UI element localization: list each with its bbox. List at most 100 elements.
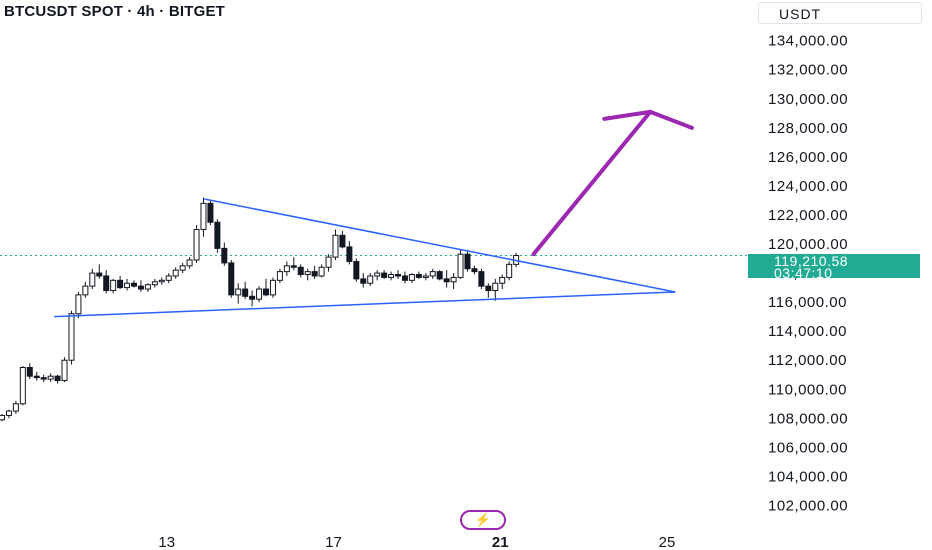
x-tick-label: 21 bbox=[492, 534, 509, 550]
candle-body-up bbox=[304, 271, 311, 276]
candle-body-up bbox=[408, 274, 415, 281]
candle bbox=[193, 225, 200, 263]
candle-body-up bbox=[200, 202, 207, 230]
candle-body-down bbox=[117, 279, 124, 289]
candle bbox=[242, 281, 249, 300]
candle bbox=[0, 413, 6, 422]
candle-body-up bbox=[158, 279, 165, 283]
y-tick-label: 124,000.00 bbox=[768, 178, 848, 195]
candle bbox=[450, 273, 457, 290]
candle-body-up bbox=[506, 263, 513, 278]
candle bbox=[207, 200, 214, 226]
x-tick-label: 13 bbox=[158, 534, 175, 550]
candle bbox=[103, 270, 110, 294]
candle-body-up bbox=[0, 414, 6, 421]
candle-body-up bbox=[193, 228, 200, 261]
candle bbox=[61, 357, 68, 383]
candle bbox=[290, 257, 297, 271]
candle bbox=[235, 283, 242, 304]
chart-title: BTCUSDT SPOT · 4h · BITGET bbox=[4, 3, 226, 20]
candle-body-up bbox=[388, 274, 395, 278]
candle bbox=[506, 261, 513, 281]
candle bbox=[33, 371, 40, 381]
candle-body-up bbox=[235, 288, 242, 296]
candle-body-up bbox=[75, 294, 82, 315]
candle-body-down bbox=[131, 282, 138, 287]
candle-body-down bbox=[137, 285, 144, 290]
candle-body-down bbox=[96, 272, 103, 277]
candle-body-down bbox=[395, 274, 402, 277]
candle-body-up bbox=[256, 288, 263, 300]
candle bbox=[117, 275, 124, 290]
triangle-upper-line bbox=[204, 198, 676, 293]
y-tick-label: 132,000.00 bbox=[768, 62, 848, 79]
last-price-label: 119,210.58 03:47:10 bbox=[748, 253, 920, 280]
candles bbox=[0, 197, 520, 422]
y-tick-label: 120,000.00 bbox=[768, 236, 848, 253]
candle bbox=[436, 270, 443, 281]
x-tick-label: 25 bbox=[659, 534, 676, 550]
candle-body-up bbox=[283, 265, 290, 273]
candle-body-up bbox=[19, 366, 26, 405]
candle bbox=[276, 268, 283, 284]
candle bbox=[408, 273, 415, 284]
candle-body-up bbox=[332, 234, 339, 258]
candle-body-down bbox=[228, 262, 235, 296]
bolt-icon[interactable]: ⚡ bbox=[460, 510, 506, 530]
candle bbox=[485, 283, 492, 298]
candle bbox=[283, 261, 290, 276]
candle bbox=[110, 278, 117, 294]
candle bbox=[332, 229, 339, 260]
candle-body-up bbox=[269, 279, 276, 296]
y-tick-label: 130,000.00 bbox=[768, 91, 848, 108]
candle-body-up bbox=[367, 275, 374, 284]
trend-drawings[interactable] bbox=[54, 109, 694, 318]
x-tick-label: 17 bbox=[325, 534, 342, 550]
candle bbox=[311, 265, 318, 279]
currency-button[interactable]: USDT bbox=[758, 2, 922, 24]
candle-body-up bbox=[124, 282, 131, 289]
candle-body-up bbox=[374, 272, 381, 277]
candle-body-down bbox=[478, 271, 485, 287]
candle-body-up bbox=[12, 403, 19, 412]
candle bbox=[471, 265, 478, 275]
candle bbox=[249, 290, 256, 307]
candle bbox=[131, 280, 138, 288]
candle-body-down bbox=[297, 266, 304, 276]
candle-body-down bbox=[207, 202, 214, 223]
candle bbox=[214, 219, 221, 253]
candle bbox=[144, 283, 151, 292]
candle-body-up bbox=[186, 259, 193, 267]
y-tick-label: 108,000.00 bbox=[768, 410, 848, 427]
candle bbox=[325, 254, 332, 272]
candle-body-down bbox=[353, 260, 360, 280]
candle-body-up bbox=[457, 253, 464, 278]
candle bbox=[263, 278, 270, 297]
candle bbox=[401, 271, 408, 284]
arrow-head-left bbox=[602, 109, 653, 121]
candle-body-up bbox=[318, 266, 325, 277]
time-axis[interactable]: 13 17 21 25 bbox=[158, 534, 675, 550]
candle bbox=[492, 278, 499, 301]
candle bbox=[179, 262, 186, 274]
candle bbox=[395, 270, 402, 279]
candle-body-down bbox=[40, 377, 47, 380]
y-tick-label: 114,000.00 bbox=[768, 323, 847, 340]
candle bbox=[478, 268, 485, 290]
candle bbox=[374, 270, 381, 281]
candle bbox=[47, 373, 54, 383]
candle bbox=[54, 374, 61, 384]
candle bbox=[186, 257, 193, 269]
last-price-value: 119,210.58 bbox=[774, 253, 849, 269]
candle bbox=[124, 278, 131, 291]
candle-body-down bbox=[381, 272, 388, 278]
candle-body-down bbox=[346, 246, 353, 262]
y-tick-label: 110,000.00 bbox=[768, 381, 847, 398]
candle-body-down bbox=[26, 366, 33, 377]
y-tick-label: 122,000.00 bbox=[768, 207, 848, 224]
candle-body-up bbox=[110, 279, 117, 292]
candle bbox=[464, 249, 471, 272]
candle bbox=[75, 291, 82, 319]
candle-body-down bbox=[401, 275, 408, 281]
